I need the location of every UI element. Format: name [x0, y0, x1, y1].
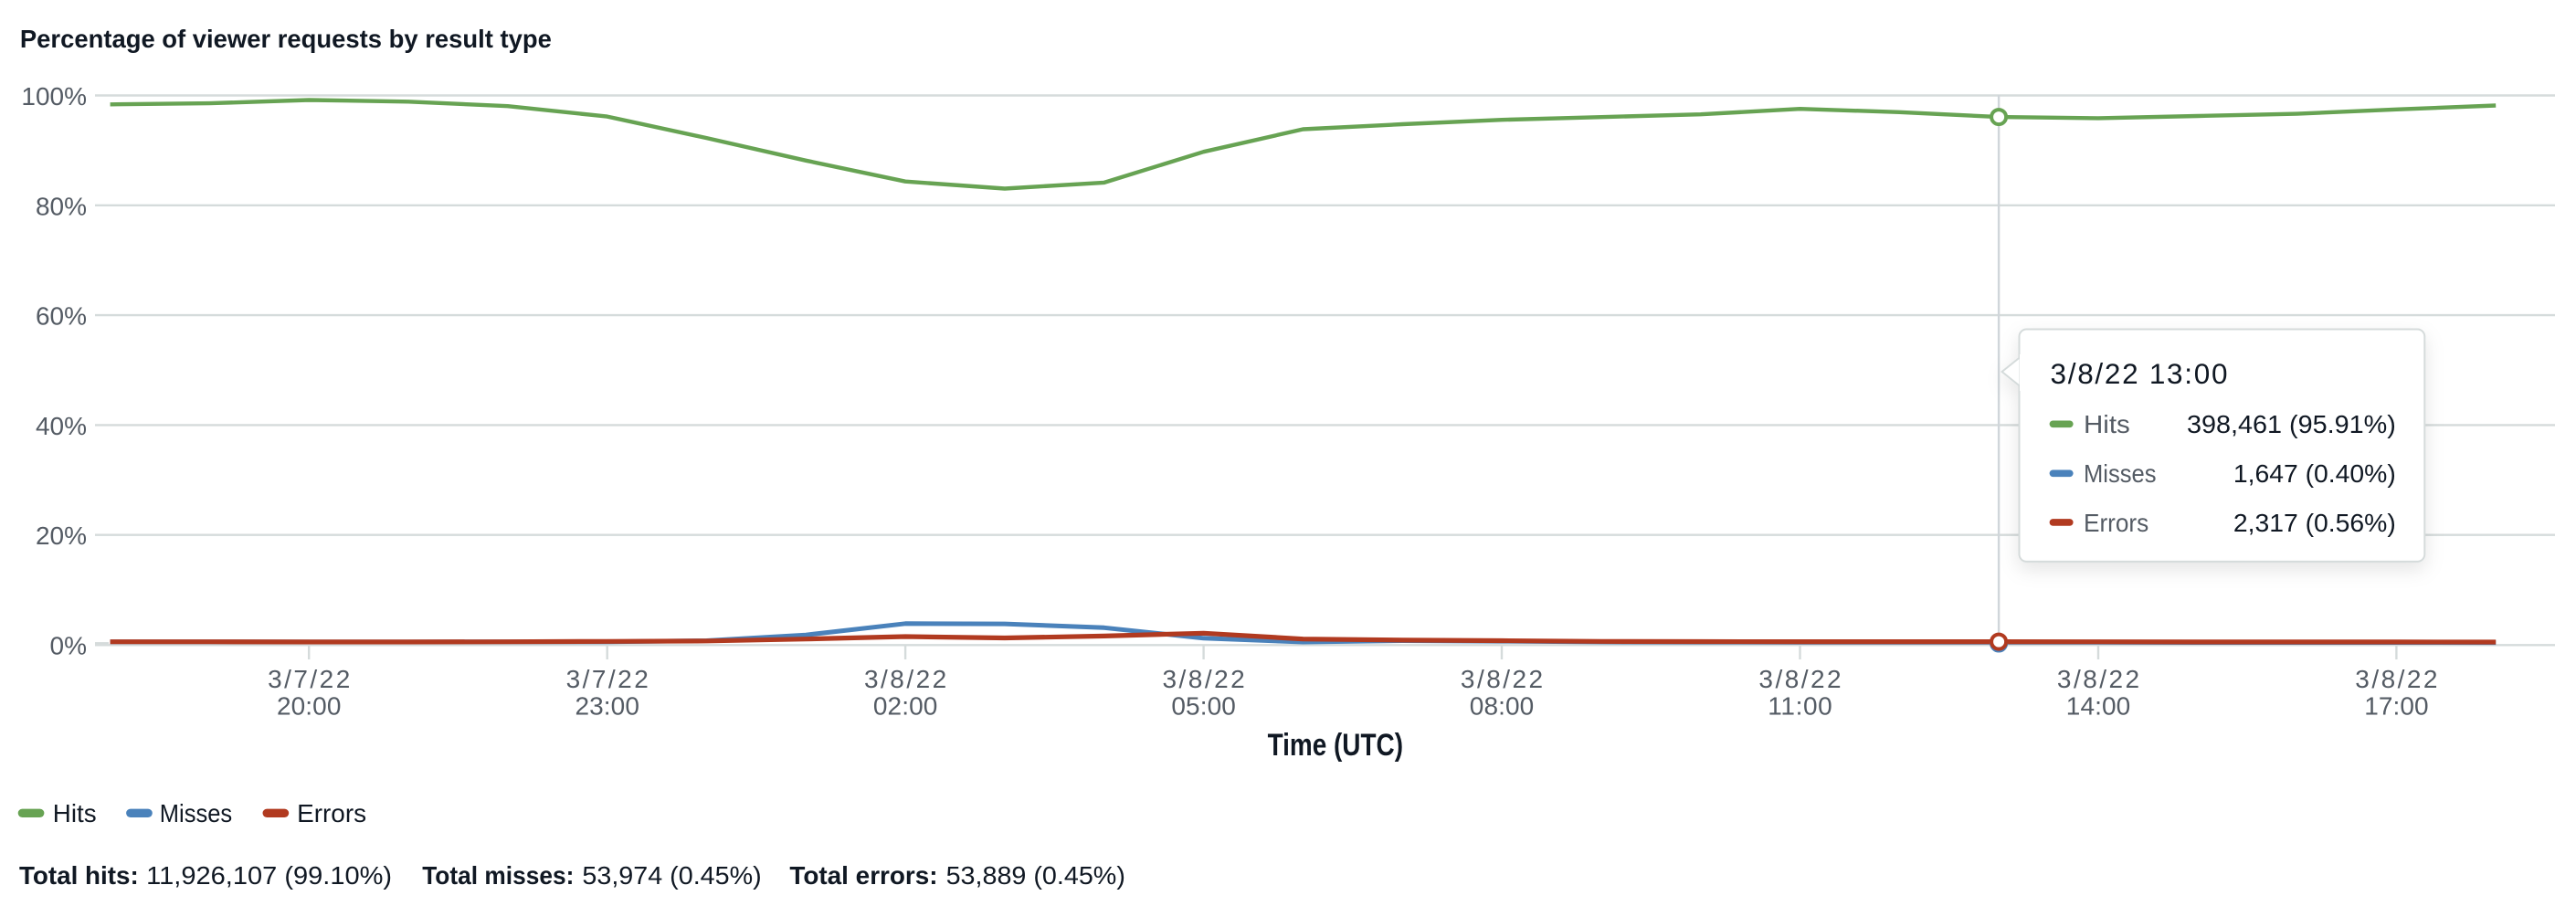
svg-text:3/8/22 13:00: 3/8/22 13:00: [2051, 357, 2228, 390]
svg-text:53,974 (0.45%): 53,974 (0.45%): [582, 861, 761, 890]
svg-text:08:00: 08:00: [1470, 692, 1534, 721]
svg-text:Total errors:: Total errors:: [789, 861, 937, 890]
svg-text:60%: 60%: [36, 302, 87, 331]
svg-text:02:00: 02:00: [873, 692, 937, 721]
svg-text:0%: 0%: [50, 632, 87, 660]
svg-text:05:00: 05:00: [1171, 692, 1235, 721]
svg-text:Errors: Errors: [2084, 509, 2148, 537]
svg-text:Percentage of viewer requests: Percentage of viewer requests by result …: [20, 25, 552, 53]
svg-text:398,461 (95.91%): 398,461 (95.91%): [2187, 410, 2396, 438]
svg-text:Misses: Misses: [160, 799, 232, 827]
svg-text:Total misses:: Total misses:: [422, 861, 574, 890]
svg-text:1,647 (0.40%): 1,647 (0.40%): [2233, 459, 2396, 488]
svg-text:11,926,107 (99.10%): 11,926,107 (99.10%): [146, 861, 392, 890]
svg-text:17:00: 17:00: [2364, 692, 2428, 721]
svg-text:11:00: 11:00: [1768, 692, 1832, 721]
svg-text:Total hits:: Total hits:: [19, 861, 139, 890]
svg-text:Misses: Misses: [2084, 459, 2157, 488]
svg-text:Hits: Hits: [53, 799, 97, 827]
svg-text:20:00: 20:00: [277, 692, 341, 721]
svg-text:14:00: 14:00: [2066, 692, 2130, 721]
svg-text:Time (UTC): Time (UTC): [1268, 728, 1403, 763]
svg-text:Hits: Hits: [2084, 410, 2130, 438]
svg-text:23:00: 23:00: [575, 692, 639, 721]
svg-text:100%: 100%: [21, 82, 87, 111]
svg-text:20%: 20%: [36, 521, 87, 550]
svg-text:40%: 40%: [36, 412, 87, 440]
svg-text:Errors: Errors: [297, 799, 366, 827]
svg-text:80%: 80%: [36, 192, 87, 220]
svg-text:2,317 (0.56%): 2,317 (0.56%): [2233, 509, 2396, 537]
svg-text:53,889 (0.45%): 53,889 (0.45%): [946, 861, 1125, 890]
